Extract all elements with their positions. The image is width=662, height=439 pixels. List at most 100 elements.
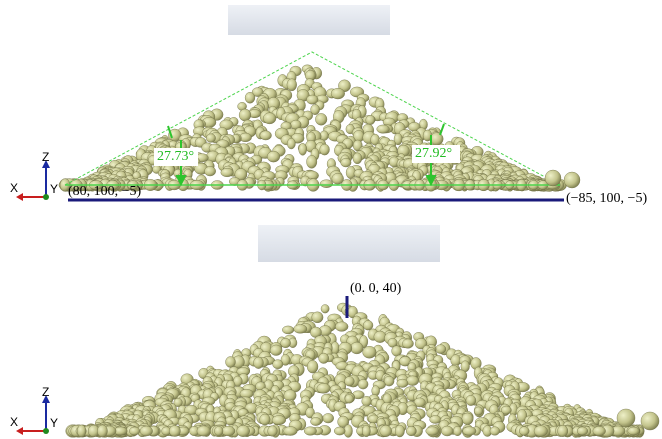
particle bbox=[406, 426, 416, 436]
axis-label: X bbox=[10, 415, 18, 429]
particle bbox=[206, 134, 215, 143]
axis-label: Z bbox=[42, 150, 49, 164]
particle bbox=[284, 427, 298, 436]
particle bbox=[273, 360, 283, 369]
particle bbox=[490, 427, 500, 436]
particle bbox=[564, 172, 580, 188]
particle bbox=[436, 345, 446, 354]
particle bbox=[466, 395, 476, 405]
loading-plate bbox=[258, 225, 440, 262]
particle bbox=[282, 326, 294, 334]
particle bbox=[453, 426, 461, 436]
particle bbox=[237, 425, 250, 436]
particle bbox=[315, 113, 327, 125]
particle bbox=[197, 426, 210, 436]
particle bbox=[321, 305, 329, 314]
particle bbox=[350, 342, 363, 354]
particle bbox=[345, 394, 354, 403]
particle bbox=[558, 425, 568, 436]
particle bbox=[380, 425, 392, 436]
particle bbox=[617, 409, 635, 427]
particle bbox=[260, 414, 271, 425]
particle bbox=[377, 125, 390, 133]
particle bbox=[77, 425, 86, 437]
axis-label: Z bbox=[42, 385, 49, 399]
particle bbox=[402, 339, 413, 348]
axis-label: X bbox=[10, 181, 18, 195]
axis-triad: Z X Y bbox=[10, 150, 58, 201]
particle bbox=[341, 158, 351, 167]
particle bbox=[317, 383, 331, 393]
particle bbox=[331, 88, 345, 99]
particle bbox=[214, 426, 223, 435]
point-label: (−85, 100, −5) bbox=[566, 191, 647, 206]
particle bbox=[320, 144, 330, 155]
particle bbox=[221, 168, 234, 177]
particle bbox=[267, 151, 280, 162]
particle bbox=[334, 427, 345, 435]
loading-plate bbox=[228, 5, 390, 35]
particle bbox=[335, 322, 348, 332]
particle bbox=[287, 138, 295, 149]
particle bbox=[304, 427, 316, 436]
particle bbox=[239, 109, 251, 121]
particle bbox=[430, 416, 441, 424]
axis-triad: Z X Y bbox=[10, 385, 58, 435]
particle bbox=[323, 413, 334, 423]
particle bbox=[363, 321, 373, 331]
particle bbox=[366, 115, 375, 124]
axis-label: Y bbox=[50, 416, 58, 430]
particle bbox=[362, 396, 372, 406]
particle bbox=[268, 426, 278, 437]
particle bbox=[641, 412, 659, 430]
particle bbox=[426, 427, 439, 436]
particle bbox=[205, 166, 216, 176]
scene: 27.73° 27.92° (80, 100, −5) (−85, 100, −… bbox=[0, 0, 662, 439]
particle bbox=[311, 417, 322, 425]
particle bbox=[577, 427, 588, 435]
particle bbox=[281, 338, 291, 348]
particle bbox=[534, 426, 548, 437]
angle-label: 27.73° bbox=[157, 149, 194, 164]
particle bbox=[319, 353, 329, 363]
particle bbox=[474, 407, 482, 415]
particle bbox=[254, 357, 264, 369]
particle bbox=[226, 357, 236, 368]
particle bbox=[129, 427, 140, 435]
particle bbox=[294, 325, 307, 334]
particle bbox=[312, 312, 323, 323]
particle bbox=[320, 180, 333, 188]
particle bbox=[628, 427, 640, 435]
particle bbox=[307, 360, 318, 373]
particle bbox=[441, 426, 453, 436]
particle bbox=[272, 416, 286, 425]
particle bbox=[353, 153, 362, 164]
point-label: (0. 0, 40) bbox=[350, 281, 402, 296]
axis-label: Y bbox=[50, 182, 58, 196]
angle-label: 27.92° bbox=[415, 146, 452, 161]
particle bbox=[287, 79, 297, 91]
particle bbox=[545, 170, 561, 186]
particle-pile bbox=[66, 303, 644, 438]
particle bbox=[169, 426, 180, 437]
particle bbox=[222, 426, 235, 436]
point-label: (80, 100, −5) bbox=[68, 184, 142, 199]
particle bbox=[362, 425, 370, 437]
particle bbox=[358, 379, 368, 389]
particle bbox=[363, 346, 377, 358]
particle bbox=[263, 113, 276, 124]
particle bbox=[462, 413, 473, 425]
particle bbox=[260, 131, 272, 140]
particle bbox=[519, 427, 529, 436]
particle bbox=[395, 425, 404, 437]
particle bbox=[397, 379, 408, 387]
particle bbox=[270, 345, 282, 356]
particle bbox=[245, 92, 255, 103]
particle bbox=[97, 425, 107, 437]
particle bbox=[593, 426, 606, 435]
particle bbox=[463, 427, 476, 436]
particle bbox=[307, 155, 317, 168]
particle bbox=[430, 133, 443, 146]
particle-pile bbox=[59, 65, 567, 192]
particle bbox=[345, 377, 355, 387]
